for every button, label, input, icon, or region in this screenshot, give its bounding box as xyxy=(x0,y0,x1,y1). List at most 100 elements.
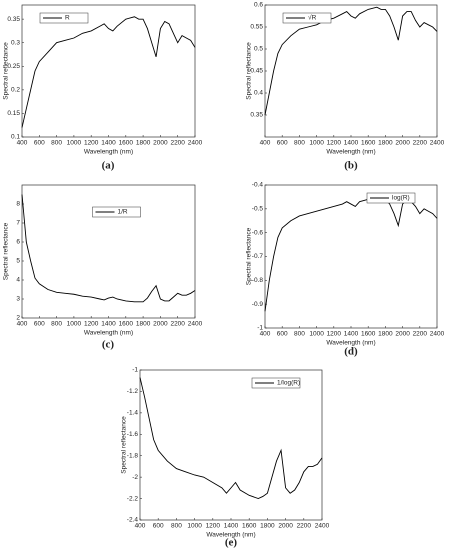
x-tick-label: 1000 xyxy=(309,140,324,147)
y-tick-label: -0.4 xyxy=(252,182,264,189)
data-line xyxy=(264,196,438,312)
y-tick-label: 4 xyxy=(16,277,20,284)
y-tick-label: -0.8 xyxy=(252,277,264,284)
x-axis-label: Wavelength (nm) xyxy=(326,340,375,347)
y-tick-label: 0.35 xyxy=(7,16,20,23)
x-tick-label: 1800 xyxy=(136,140,151,147)
x-tick-label: 600 xyxy=(153,523,164,530)
x-tick-label: 2400 xyxy=(430,140,445,147)
y-tick-label: -0.6 xyxy=(252,229,264,236)
x-tick-label: 2200 xyxy=(413,331,428,338)
y-axis-label: Spectral reflectance xyxy=(246,42,253,100)
y-tick-label: 0.45 xyxy=(250,68,263,75)
data-line xyxy=(21,16,196,128)
x-tick-label: 800 xyxy=(51,321,62,328)
y-tick-label: 0.15 xyxy=(7,110,20,117)
x-tick-label: 600 xyxy=(34,140,45,147)
x-tick-label: 1400 xyxy=(224,523,239,530)
x-tick-label: 1800 xyxy=(136,321,151,328)
y-axis-label: Spectral reflectance xyxy=(3,42,10,100)
data-line xyxy=(139,377,323,500)
y-tick-label: -0.7 xyxy=(252,253,264,260)
y-tick-label: -1.6 xyxy=(127,431,139,438)
x-tick-label: 1200 xyxy=(206,523,221,530)
x-axis-label: Wavelength (nm) xyxy=(206,532,255,539)
chart-panel: 400 600 800 1000 1200 1400 1600 1800 2000 2200 240… xyxy=(246,2,445,172)
x-tick-label: 2400 xyxy=(188,321,203,328)
y-tick-label: -1.4 xyxy=(127,410,139,417)
x-tick-label: 1200 xyxy=(327,140,342,147)
x-tick-label: 1000 xyxy=(67,321,82,328)
panel-caption: (e) xyxy=(225,537,238,549)
x-tick-label: 400 xyxy=(17,140,28,147)
x-tick-label: 2200 xyxy=(297,523,312,530)
y-tick-label: -2.4 xyxy=(127,517,139,524)
chart-panel: 400 600 800 1000 1200 1400 1600 1800 2000 2200 240… xyxy=(246,182,445,358)
data-line xyxy=(21,194,196,303)
x-tick-label: 2000 xyxy=(395,331,410,338)
chart-panel: 400 600 800 1000 1200 1400 1600 1800 2000 2200 240… xyxy=(121,367,330,549)
y-tick-label: 8 xyxy=(16,201,20,208)
legend-box xyxy=(251,377,301,389)
x-tick-label: 1200 xyxy=(84,140,99,147)
x-tick-label: 600 xyxy=(277,140,288,147)
y-tick-label: 7 xyxy=(16,220,20,227)
panel-caption: (a) xyxy=(102,160,115,172)
x-tick-label: 1600 xyxy=(361,331,376,338)
x-tick-label: 2400 xyxy=(188,140,203,147)
x-tick-label: 1400 xyxy=(101,321,116,328)
y-tick-label: 5 xyxy=(16,258,20,265)
y-tick-label: 0.55 xyxy=(250,24,263,31)
x-tick-label: 600 xyxy=(34,321,45,328)
x-axis-label: Wavelength (nm) xyxy=(84,149,133,156)
y-tick-label: -2 xyxy=(132,474,138,481)
panel-caption: (c) xyxy=(102,339,115,351)
x-tick-label: 1600 xyxy=(119,321,134,328)
y-tick-label: 3 xyxy=(16,296,20,303)
x-axis-label: Wavelength (nm) xyxy=(326,149,375,156)
y-tick-label: -2.2 xyxy=(127,495,139,502)
x-tick-label: 800 xyxy=(51,140,62,147)
plot-frame xyxy=(139,369,323,521)
x-tick-label: 800 xyxy=(294,140,305,147)
y-tick-label: -1.8 xyxy=(127,452,139,459)
panel-caption: (d) xyxy=(344,346,358,358)
x-tick-label: 400 xyxy=(260,140,271,147)
x-tick-label: 1200 xyxy=(84,321,99,328)
x-tick-label: 2200 xyxy=(170,140,185,147)
x-tick-label: 2000 xyxy=(153,140,168,147)
x-tick-label: 2400 xyxy=(315,523,330,530)
x-tick-label: 1400 xyxy=(344,331,359,338)
y-tick-label: 0.5 xyxy=(254,46,263,53)
x-tick-label: 1400 xyxy=(344,140,359,147)
x-tick-label: 1000 xyxy=(67,140,82,147)
y-tick-label: 0.3 xyxy=(11,39,20,46)
y-tick-label: -1 xyxy=(257,325,263,332)
legend-label: log(R) xyxy=(392,195,410,202)
x-tick-label: 2000 xyxy=(153,321,168,328)
y-axis-label: Spectral reflectance xyxy=(121,416,128,474)
x-tick-label: 1800 xyxy=(378,140,393,147)
y-tick-label: 0.6 xyxy=(254,2,263,9)
x-tick-label: 400 xyxy=(260,331,271,338)
legend-label: √R xyxy=(308,14,317,22)
x-tick-label: 2200 xyxy=(170,321,185,328)
legend-label: 1/R xyxy=(118,209,128,216)
x-tick-label: 1000 xyxy=(309,331,324,338)
y-tick-label: 0.25 xyxy=(7,63,20,70)
legend-box xyxy=(39,12,89,24)
y-tick-label: -0.5 xyxy=(252,206,264,213)
x-tick-label: 2200 xyxy=(413,140,428,147)
x-tick-label: 600 xyxy=(277,331,288,338)
x-tick-label: 1000 xyxy=(187,523,202,530)
plot-frame xyxy=(264,184,438,329)
x-tick-label: 2000 xyxy=(278,523,293,530)
x-tick-label: 2400 xyxy=(430,331,445,338)
legend-label: 1/log(R) xyxy=(277,380,300,387)
data-line xyxy=(264,6,438,116)
y-axis-label: Spectral reflectance xyxy=(246,227,253,285)
x-axis-label: Wavelength (nm) xyxy=(84,330,133,337)
x-tick-label: 800 xyxy=(294,331,305,338)
y-tick-label: -1.2 xyxy=(127,388,139,395)
x-tick-label: 1600 xyxy=(119,140,134,147)
